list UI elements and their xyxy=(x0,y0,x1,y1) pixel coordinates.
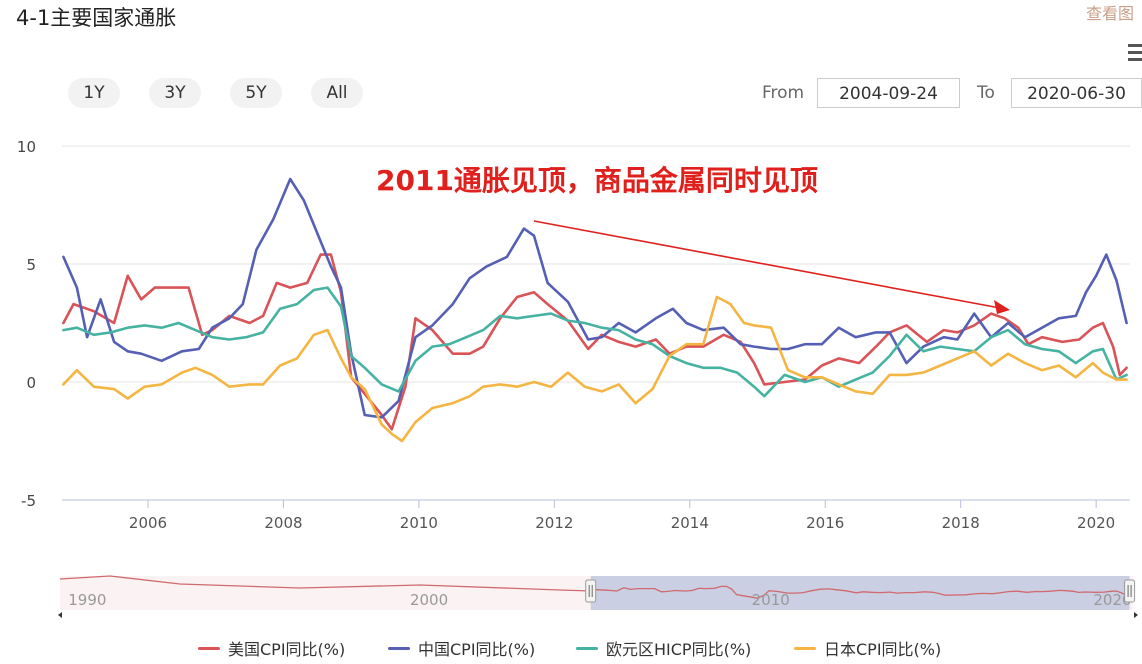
navigator-tick-label: 2020 xyxy=(1093,591,1131,609)
legend-swatch-cn xyxy=(388,646,410,650)
range-button-all[interactable]: All xyxy=(311,78,363,108)
legend-swatch-jp xyxy=(794,646,816,650)
navigator-tick-label: 1990 xyxy=(68,591,106,609)
x-tick-label: 2012 xyxy=(535,514,573,532)
range-button-3y[interactable]: 3Y xyxy=(149,78,201,108)
x-tick-label: 2020 xyxy=(1077,514,1115,532)
scroll-left-arrow-icon xyxy=(58,612,62,618)
to-date-input[interactable]: 2020-06-30 xyxy=(1011,78,1142,108)
legend-item-us[interactable]: 美国CPI同比(%) xyxy=(198,636,345,660)
x-axis-ticks: 2006 2008 2010 2012 2014 2016 2018 2020 xyxy=(129,500,1115,532)
y-tick-label: 5 xyxy=(26,256,36,274)
legend-label-cn: 中国CPI同比(%) xyxy=(418,640,536,659)
x-tick-label: 2018 xyxy=(942,514,980,532)
from-label: From xyxy=(762,83,805,103)
from-date-input[interactable]: 2004-09-24 xyxy=(817,78,960,108)
x-tick-label: 2010 xyxy=(400,514,438,532)
navigator-tick-label: 2000 xyxy=(410,591,448,609)
x-tick-label: 2008 xyxy=(264,514,302,532)
x-tick-label: 2006 xyxy=(129,514,167,532)
legend-item-ez[interactable]: 欧元区HICP同比(%) xyxy=(576,636,751,660)
chart-grid xyxy=(62,145,1130,501)
legend-label-us: 美国CPI同比(%) xyxy=(228,640,346,659)
series-line-ez xyxy=(62,286,1128,398)
y-tick-label: -5 xyxy=(21,492,36,510)
x-tick-label: 2014 xyxy=(671,514,709,532)
navigator-selection xyxy=(590,576,1130,610)
series-line-us xyxy=(62,253,1128,431)
arrow-head xyxy=(994,300,1010,314)
y-tick-label: 0 xyxy=(26,374,36,392)
legend-label-ez: 欧元区HICP同比(%) xyxy=(606,640,752,659)
annotation-arrow xyxy=(533,220,1010,314)
x-tick-label: 2016 xyxy=(806,514,844,532)
chart-title: 4-1主要国家通胀 xyxy=(16,6,177,30)
to-label: To xyxy=(977,83,995,103)
hamburger-icon[interactable] xyxy=(1128,44,1142,64)
range-button-5y[interactable]: 5Y xyxy=(230,78,282,108)
y-axis-ticks: 10 5 0 -5 xyxy=(17,138,36,510)
chart-series-lines xyxy=(62,177,1128,443)
legend-swatch-us xyxy=(198,646,220,650)
legend-item-cn[interactable]: 中国CPI同比(%) xyxy=(388,636,535,660)
navigator-handle-right[interactable] xyxy=(1124,579,1136,603)
chart-annotation: 2011通胀见顶，商品金属同时见顶 xyxy=(376,164,818,197)
scroll-right-arrow-icon xyxy=(1134,612,1138,618)
view-chart-link[interactable]: 查看图 xyxy=(1086,4,1135,23)
navigator-tick-label: 2010 xyxy=(752,591,790,609)
navigator-series xyxy=(59,575,1128,599)
legend-label-jp: 日本CPI同比(%) xyxy=(824,640,942,659)
range-button-1y[interactable]: 1Y xyxy=(68,78,120,108)
y-tick-label: 10 xyxy=(17,138,36,156)
legend-item-jp[interactable]: 日本CPI同比(%) xyxy=(794,636,941,660)
navigator-scrollbar: 1990 2000 2010 2020 xyxy=(58,575,1138,618)
navigator-handle-left[interactable] xyxy=(585,579,597,603)
arrow-shaft xyxy=(533,220,1001,309)
legend-swatch-ez xyxy=(576,646,598,650)
series-line-jp xyxy=(62,295,1128,443)
series-line-cn xyxy=(62,177,1128,419)
